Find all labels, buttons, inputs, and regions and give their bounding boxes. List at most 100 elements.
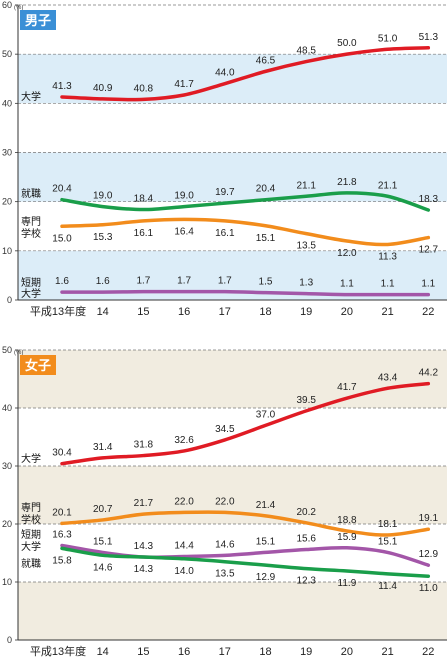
data-label: 22.0 [174,496,194,507]
data-label: 40.8 [134,83,154,94]
data-label: 19.0 [93,191,113,202]
x-tick-label: 17 [219,646,231,658]
data-label: 11.0 [419,583,438,594]
series-label: 大学 [21,287,41,300]
x-tick-label: 14 [97,306,109,318]
data-label: 15.8 [52,555,72,566]
data-label: 11.9 [338,578,357,589]
data-label: 41.7 [174,79,194,90]
data-label: 20.2 [296,507,316,518]
x-tick-label: 19 [300,646,312,658]
data-label: 18.3 [419,194,439,205]
data-label: 1.7 [218,276,232,287]
data-label: 50.0 [337,38,357,49]
unit-label: (%) [14,5,23,11]
series-line [60,546,431,578]
chart-title: 女子 [25,358,51,373]
series-line [60,46,431,102]
x-tick-label: 19 [300,306,312,318]
data-label: 31.8 [134,440,154,451]
series-label: 就職 [21,557,41,570]
data-label: 51.0 [378,33,398,44]
data-label: 1.7 [136,276,150,287]
series-label: 短期 [21,528,41,541]
band [18,350,447,408]
x-tick-label: 18 [259,306,271,318]
data-label: 43.4 [378,372,398,383]
chart-panel-female: 0 10 20 30 40 50 (%) 平成13年度 14 15 16 17 18 19 20 21 22 女子… [2,345,447,658]
data-label: 19.1 [419,513,439,524]
data-label: 41.7 [337,382,357,393]
data-label: 15.1 [256,233,276,244]
y-tick-label: 50 [2,49,12,59]
x-tick-label: 15 [137,306,149,318]
x-tick-label: 平成13年度 [30,644,86,658]
series-line [60,381,431,466]
y-tick-label: 10 [2,577,12,587]
data-label: 51.3 [419,32,439,43]
data-label: 13.5 [296,241,316,252]
data-label: 11.3 [378,251,397,262]
series-label: 短期 [21,276,41,289]
x-tick-label: 20 [341,646,353,658]
y-tick-label: 40 [2,98,12,108]
data-label: 1.1 [421,279,435,290]
x-tick-label: 15 [137,646,149,658]
data-label: 18.8 [337,515,357,526]
y-tick-label: 30 [2,461,12,471]
data-label: 16.4 [174,226,194,237]
series-専門学校: 20.1 20.7 21.7 22.0 22.0 21.4 20.2 18.8 18.1 19.1… [21,496,439,537]
data-label: 39.5 [296,395,316,406]
data-label: 1.3 [299,278,313,289]
y-tick-label: 20 [2,519,12,529]
x-tick-label: 22 [422,646,434,658]
band [18,54,447,104]
title-background [20,355,56,375]
x-tick-label: 21 [381,306,393,318]
data-label: 15.1 [256,536,276,547]
chart-panel-male: 0 10 20 30 40 50 60 (%) 平成13年度 14 15 16 17 18 19 20 21 22… [2,0,447,318]
data-label: 12.9 [256,572,276,583]
data-label: 14.6 [93,562,113,573]
data-label: 14.3 [134,564,154,575]
data-label: 15.6 [296,534,316,545]
data-label: 48.5 [296,46,316,57]
y-tick-label: 0 [7,295,12,305]
data-label: 18.1 [378,519,398,530]
data-label: 46.5 [256,55,276,66]
data-label: 34.5 [215,424,235,435]
data-label: 16.1 [215,228,235,239]
x-tick-label: 17 [219,306,231,318]
series-line [60,510,431,537]
data-label: 12.3 [296,576,316,587]
data-label: 14.3 [134,541,154,552]
series-専門学校: 15.0 15.3 16.1 16.4 16.1 15.1 13.5 12.0 11.3 12.7… [21,216,438,262]
series-就職: 20.4 19.0 18.4 19.0 19.7 20.4 21.1 21.8 21.1 18.3… [21,177,439,212]
chart-title-badge: 男子 [20,10,56,30]
x-tick-label: 16 [178,646,190,658]
data-label: 12.9 [419,549,439,560]
data-label: 11.4 [378,581,397,592]
data-label: 1.6 [55,276,69,287]
data-label: 12.0 [337,248,357,259]
data-label: 21.8 [337,177,357,188]
data-label: 19.7 [215,187,235,198]
y-tick-label: 0 [7,635,12,645]
data-label: 20.7 [93,504,113,515]
series-label: 大学 [21,90,41,103]
data-label: 41.3 [52,81,72,92]
data-label: 20.4 [52,184,72,195]
unit-label: (%) [14,350,23,356]
series-label: 大学 [21,540,41,553]
series-label: 就職 [21,187,41,200]
data-label: 1.5 [259,277,273,288]
data-label: 14.6 [215,539,235,550]
data-label: 12.7 [419,245,439,256]
series-label: 大学 [21,452,41,465]
data-label: 40.9 [93,83,113,94]
x-tick-label: 22 [422,306,434,318]
series-大学: 30.4 31.4 31.8 32.6 34.5 37.0 39.5 41.7 43.4 44.2… [21,368,438,466]
series-label: 学校 [21,227,41,240]
data-label: 1.7 [177,276,191,287]
